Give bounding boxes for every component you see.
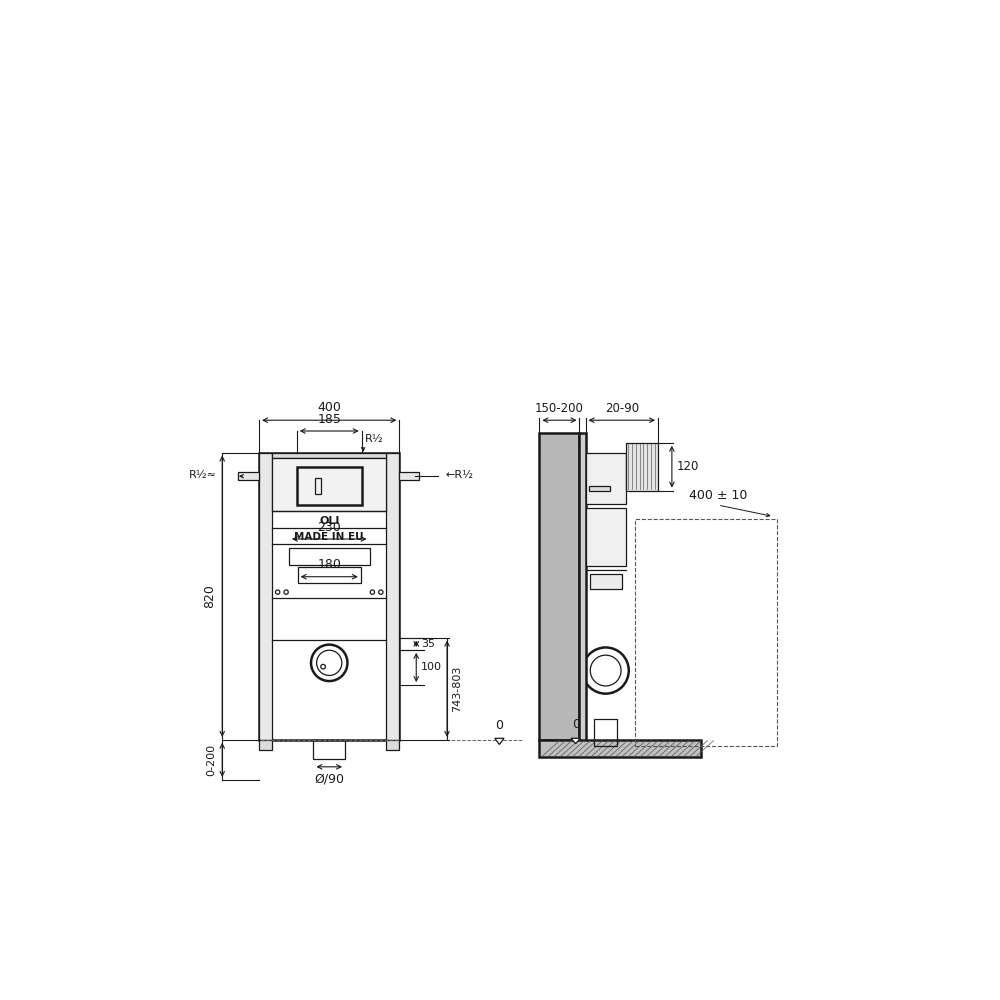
Text: R½≈: R½≈ [189,470,217,480]
Bar [259,740,272,750]
Bar [313,740,345,759]
Text: 820: 820 [203,584,216,608]
Text: 400 ± 10: 400 ± 10 [689,489,747,502]
Bar [579,433,586,746]
Bar [586,453,626,504]
Bar [386,740,399,750]
Text: 20-90: 20-90 [605,402,639,415]
Bar [259,453,272,740]
Text: 100: 100 [421,662,442,672]
Text: 0: 0 [572,718,580,731]
Text: 743-803: 743-803 [452,666,462,712]
Text: 180: 180 [317,558,341,571]
Bar [590,574,622,589]
Text: 0-200: 0-200 [206,744,216,776]
Bar [626,443,658,491]
Bar [272,453,386,458]
Text: ←R½: ←R½ [446,470,474,480]
Text: 400: 400 [317,401,341,414]
Bar [259,453,399,740]
Bar [539,433,579,740]
Text: OLI: OLI [319,516,339,526]
Bar [272,458,386,511]
Bar [298,567,361,583]
Bar [539,740,701,757]
Bar [386,453,399,740]
Text: 185: 185 [317,413,341,426]
Text: 230: 230 [317,521,341,534]
Bar [635,519,777,746]
Text: 35: 35 [421,639,435,649]
Bar [315,478,321,494]
Text: 120: 120 [677,460,699,473]
Text: R½: R½ [365,434,383,444]
Bar [238,472,259,480]
Bar [289,548,370,565]
Text: 150-200: 150-200 [535,402,584,415]
Polygon shape [495,738,504,744]
Bar [589,486,610,491]
Bar [297,467,362,505]
Bar [586,508,626,566]
Bar [399,472,419,480]
Text: Ø/90: Ø/90 [314,773,344,786]
Bar [594,719,617,746]
Polygon shape [571,738,580,744]
Text: MADE IN EU: MADE IN EU [294,532,364,542]
Circle shape [334,483,337,485]
Text: 0: 0 [495,719,503,732]
